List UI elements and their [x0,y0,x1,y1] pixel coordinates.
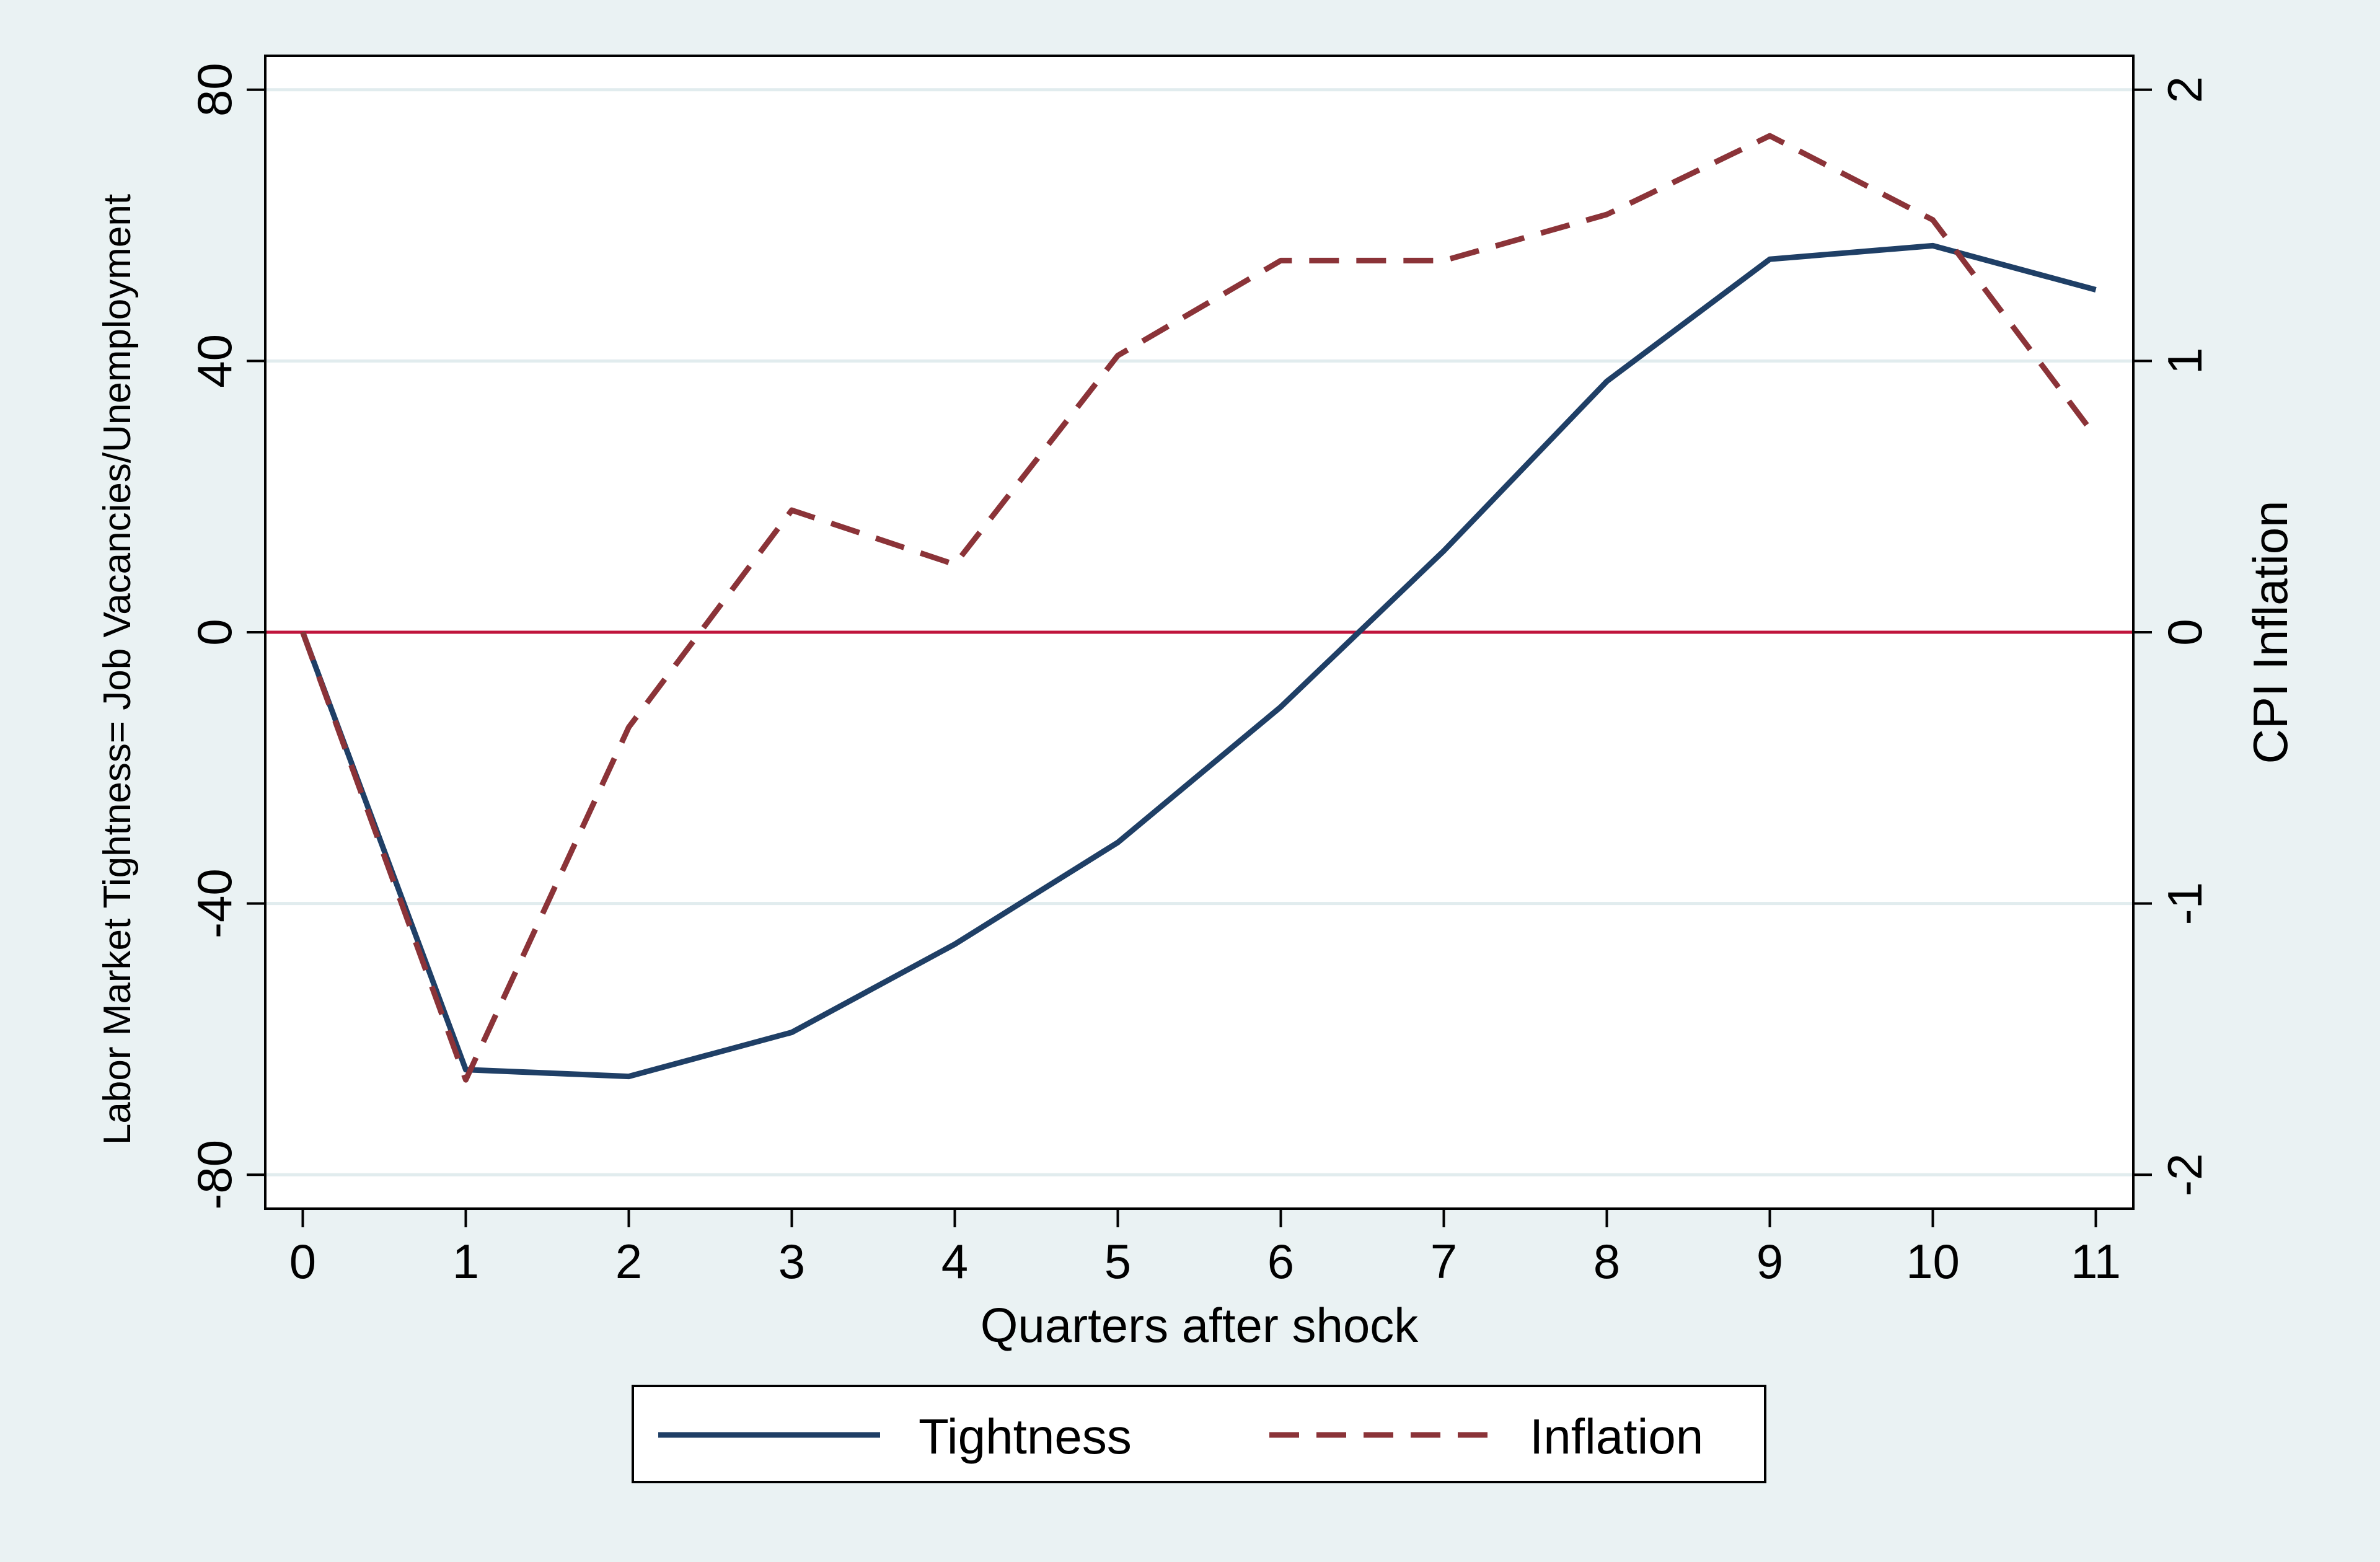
left-y-axis: 80 40 0 -40 -80 [187,63,265,1210]
x-tick-label-6: 6 [1267,1234,1294,1289]
x-tick-label-4: 4 [941,1234,968,1289]
series-group [300,133,2099,1083]
legend: Tightness Inflation [632,1385,1766,1483]
x-tick-label-5: 5 [1104,1234,1131,1289]
x-axis-title: Quarters after shock [981,1298,1419,1352]
left-y-axis-title: Labor Market Tightness= Job Vacancies/Un… [96,194,139,1145]
x-tick-label-3: 3 [778,1234,805,1289]
x-tick-label-8: 8 [1593,1234,1620,1289]
x-tick-label-10: 10 [1906,1234,1960,1289]
right-y-axis-title: CPI Inflation [2243,501,2298,764]
right-tick-label-4: -2 [2157,1154,2212,1196]
x-tick-label-2: 2 [615,1234,642,1289]
legend-label-inflation: Inflation [1530,1409,1703,1464]
x-tick-label-1: 1 [452,1234,479,1289]
x-tick-label-7: 7 [1430,1234,1457,1289]
right-tick-label-0: 2 [2157,76,2212,103]
left-tick-label-1: 40 [187,334,242,388]
legend-label-tightness: Tightness [919,1409,1132,1464]
right-tick-label-1: 1 [2157,348,2212,374]
right-y-axis: 2 1 0 -1 -2 [2133,76,2212,1196]
right-tick-label-2: 0 [2157,619,2212,645]
left-tick-label-3: -40 [187,868,242,938]
x-tick-label-9: 9 [1756,1234,1783,1289]
left-tick-label-2: 0 [187,619,242,645]
left-tick-label-4: -80 [187,1140,242,1210]
x-tick-label-11: 11 [2071,1234,2121,1289]
left-tick-label-0: 80 [187,63,242,117]
right-tick-label-3: -1 [2157,882,2212,925]
x-tick-label-0: 0 [289,1234,316,1289]
series-line-inflation [300,133,2099,1083]
series-line-tightness [300,242,2097,1080]
grid-lines [265,88,2133,1176]
x-axis: 0 1 2 3 4 5 6 7 8 9 10 11 [289,1209,2121,1289]
